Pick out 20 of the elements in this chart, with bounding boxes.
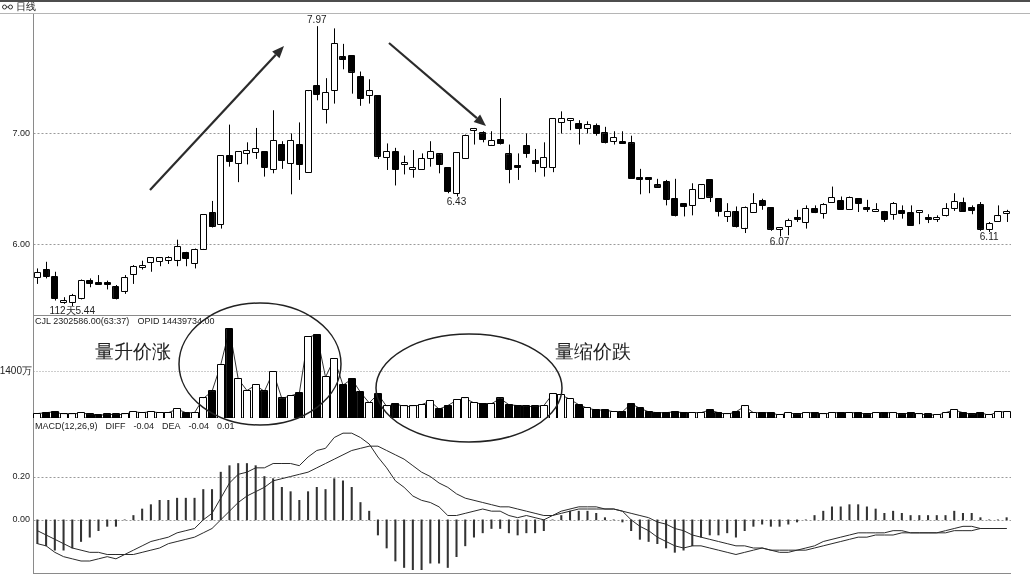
annotation: 6.07 bbox=[769, 235, 790, 247]
annotation: DEA bbox=[162, 421, 181, 432]
annotation: 量缩价跌 bbox=[555, 341, 631, 363]
y-tick-label: 7.00 bbox=[12, 127, 30, 138]
annotation: CJL 2302586.00(63:37) bbox=[35, 316, 130, 327]
y-tick-label: 0.20 bbox=[12, 470, 30, 481]
ref-line-label: 1400万 bbox=[0, 365, 32, 377]
chart-title: 日线 bbox=[16, 1, 36, 13]
annotation: 6.11 bbox=[979, 231, 999, 243]
annotation: DIFF bbox=[105, 421, 127, 432]
annotation: 量升价涨 bbox=[95, 341, 171, 363]
annotation: 0.01 bbox=[217, 421, 235, 432]
annotation: -0.04 bbox=[133, 421, 155, 432]
y-tick-label: 6.00 bbox=[12, 238, 30, 249]
annotation: 7.97 bbox=[307, 14, 327, 26]
annotation: -0.04 bbox=[188, 421, 210, 432]
annotation: 6.43 bbox=[446, 195, 467, 207]
y-tick-label: 0.00 bbox=[12, 514, 30, 525]
annotation: 112天5.44 bbox=[49, 305, 96, 317]
annotation: MACD(12,26,9) bbox=[35, 421, 98, 432]
